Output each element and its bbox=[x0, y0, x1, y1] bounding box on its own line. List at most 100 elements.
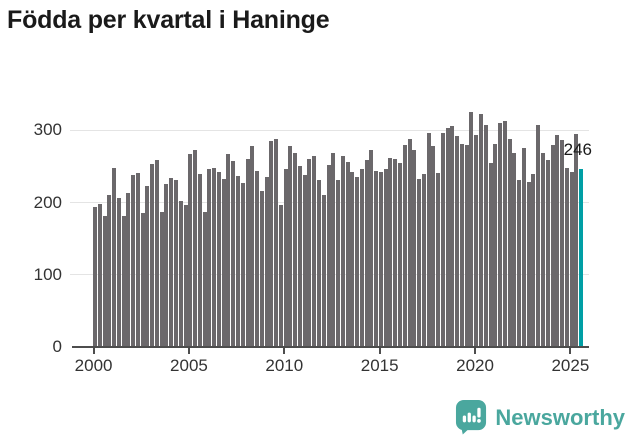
bar bbox=[398, 162, 402, 347]
brand-name: Newsworthy bbox=[495, 404, 625, 430]
bar bbox=[507, 139, 512, 347]
bar bbox=[436, 172, 441, 347]
bar bbox=[374, 170, 379, 347]
bar bbox=[245, 158, 250, 347]
x-tick-label: 2005 bbox=[170, 356, 208, 375]
x-tick-label: 2010 bbox=[265, 356, 304, 375]
bar bbox=[531, 174, 536, 347]
bar bbox=[445, 128, 450, 347]
bar bbox=[498, 123, 503, 347]
newsworthy-logo[interactable]: Newsworthy bbox=[455, 400, 625, 435]
x-tick-label: 2015 bbox=[360, 356, 399, 375]
x-axis-tick bbox=[474, 347, 477, 354]
bar bbox=[159, 211, 164, 347]
bar bbox=[188, 154, 193, 347]
bar bbox=[197, 173, 202, 347]
bar bbox=[369, 149, 374, 347]
bar bbox=[269, 141, 274, 347]
bar bbox=[202, 211, 207, 347]
bars bbox=[93, 100, 584, 347]
x-tick-label: 2020 bbox=[456, 356, 494, 375]
bar bbox=[459, 144, 464, 347]
x-axis-tick bbox=[92, 347, 95, 354]
last-value-label: 246 bbox=[563, 140, 592, 159]
x-axis-tick bbox=[378, 347, 381, 354]
bar bbox=[560, 140, 565, 347]
bar bbox=[274, 139, 279, 347]
bar bbox=[154, 159, 159, 347]
bar bbox=[383, 169, 388, 347]
bar bbox=[293, 153, 298, 347]
bar bbox=[555, 134, 560, 347]
bar bbox=[226, 154, 231, 347]
bar bbox=[145, 185, 150, 347]
bar bbox=[259, 191, 264, 347]
bar bbox=[169, 178, 174, 347]
bar-highlighted bbox=[579, 169, 584, 347]
bar bbox=[402, 144, 407, 347]
bar bbox=[364, 159, 369, 347]
bar bbox=[297, 166, 302, 347]
x-tick-label: 2025 bbox=[551, 356, 590, 375]
bar bbox=[493, 144, 498, 347]
bar bbox=[302, 175, 307, 347]
bar bbox=[359, 169, 364, 347]
bar bbox=[412, 149, 417, 347]
bar bbox=[388, 157, 393, 347]
bar bbox=[207, 168, 212, 347]
x-axis-tick bbox=[569, 347, 572, 354]
bar bbox=[550, 144, 555, 347]
bar bbox=[464, 144, 469, 347]
bar bbox=[140, 213, 145, 347]
bar bbox=[488, 162, 493, 347]
bar bbox=[407, 139, 412, 347]
x-tick-label: 2000 bbox=[74, 356, 113, 375]
bar bbox=[178, 201, 183, 347]
bar bbox=[536, 125, 541, 347]
bar bbox=[336, 180, 341, 347]
bar bbox=[164, 183, 169, 347]
bar bbox=[250, 146, 255, 347]
bar bbox=[231, 160, 236, 347]
bar bbox=[174, 180, 179, 347]
bar bbox=[417, 179, 422, 347]
bar bbox=[183, 204, 188, 347]
bar bbox=[540, 152, 545, 347]
bar bbox=[288, 145, 293, 347]
chart-title: Födda per kvartal i Haninge bbox=[7, 6, 330, 34]
bar bbox=[393, 159, 398, 347]
bar bbox=[331, 153, 336, 347]
y-tick-label: 0 bbox=[52, 337, 62, 356]
bar bbox=[512, 153, 517, 347]
bar bbox=[483, 124, 488, 347]
bar bbox=[340, 156, 345, 347]
bar bbox=[216, 171, 221, 347]
x-axis-tick bbox=[283, 347, 286, 354]
bar bbox=[112, 167, 117, 347]
bar bbox=[93, 206, 97, 347]
bar bbox=[421, 173, 426, 347]
x-axis-tick bbox=[187, 347, 190, 354]
bar bbox=[135, 172, 140, 347]
bar bbox=[121, 215, 126, 347]
bar bbox=[350, 171, 355, 347]
bar bbox=[431, 145, 436, 347]
y-tick-label: 300 bbox=[33, 120, 62, 140]
gridline bbox=[70, 129, 589, 131]
x-axis-line bbox=[72, 345, 589, 348]
bar bbox=[278, 205, 283, 347]
bar bbox=[521, 147, 526, 347]
newsworthy-logo-icon bbox=[456, 400, 487, 435]
bar bbox=[150, 163, 155, 347]
bar bbox=[240, 183, 245, 347]
bar bbox=[545, 159, 550, 347]
bar bbox=[564, 167, 569, 347]
y-tick-label: 100 bbox=[33, 264, 62, 284]
bar bbox=[97, 204, 102, 347]
bar bbox=[102, 216, 107, 347]
bar bbox=[116, 197, 121, 347]
bar bbox=[479, 114, 484, 347]
bar bbox=[307, 159, 312, 347]
